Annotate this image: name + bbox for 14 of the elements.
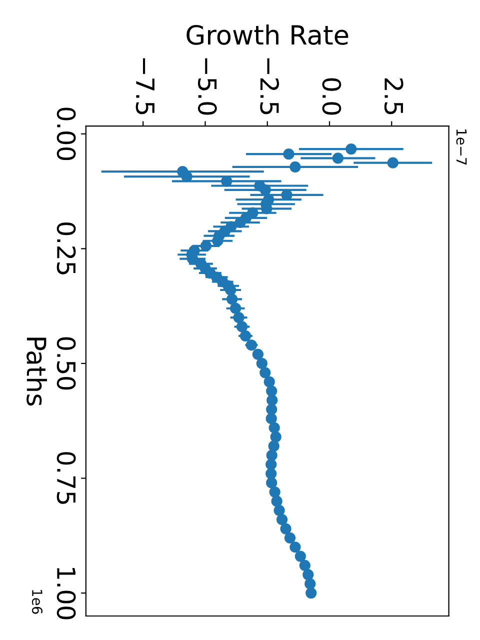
x-tick-label: −2.5: [260, 58, 280, 114]
text: 1e−7: [456, 130, 467, 165]
y-axis-title: Paths: [26, 338, 47, 406]
x-tick-label: −5.0: [198, 58, 217, 115]
y-tick-label: 0.75: [56, 452, 76, 504]
y-tick-label: 0.50: [56, 337, 76, 390]
x-tick-label: 2.5: [384, 78, 404, 114]
x-axis-title: Growth Rate: [186, 24, 348, 45]
x-tick-label: −7.5: [136, 58, 154, 114]
y-tick-label: 1.00: [56, 568, 76, 620]
x-tick-label: 0.0: [322, 78, 342, 115]
text: 1e6: [32, 590, 42, 614]
y-tick-label: 0.00: [56, 108, 76, 160]
y-tick-label: 0.25: [56, 222, 76, 274]
